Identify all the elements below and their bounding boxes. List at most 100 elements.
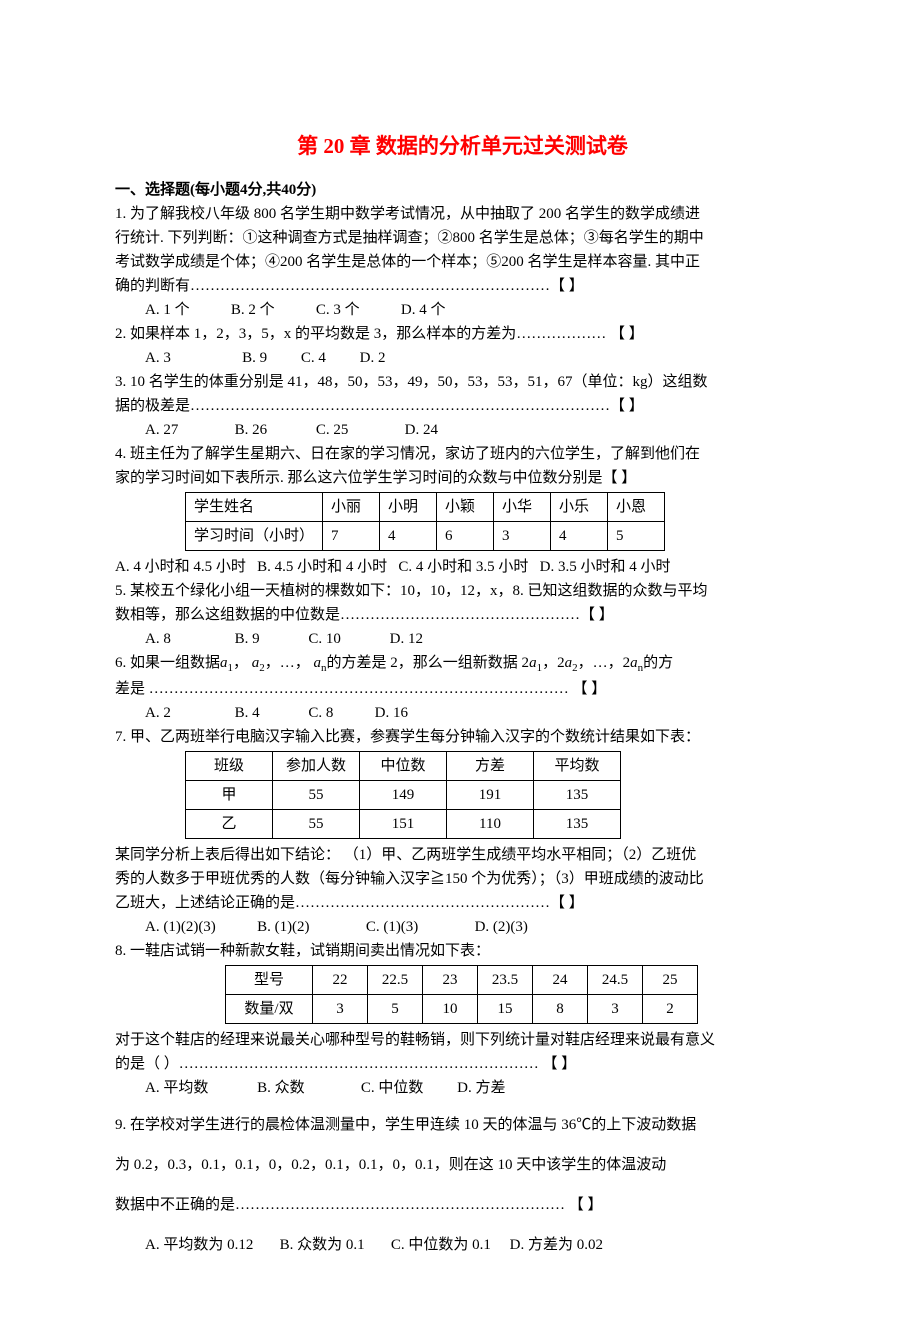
q7-r1-0: 甲 — [186, 781, 273, 810]
q6-m4: ，2 — [542, 655, 565, 671]
q8-r2-c2: 10 — [423, 995, 478, 1024]
q7-after2: 秀的人数多于甲班优秀的人数（每分钟输入汉字≧150 个为优秀）；（3）甲班成绩的… — [115, 867, 810, 891]
q8-opt-b: B. 众数 — [257, 1080, 305, 1096]
q8-r2-c6: 2 — [643, 995, 698, 1024]
q6-stem-line1: 6. 如果一组数据a1， a2，…， an的方差是 2，那么一组新数据 2a1，… — [115, 651, 810, 678]
q4-table: 学生姓名 小丽 小明 小颖 小华 小乐 小恩 学习时间（小时） 7 4 6 3 … — [185, 492, 665, 551]
q6-m3: 的方差是 2，那么一组新数据 2 — [327, 655, 530, 671]
q3-choices: A. 27 B. 26 C. 25 D. 24 — [145, 418, 810, 442]
q1-stem-line3: 考试数学成绩是个体；④200 名学生是总体的一个样本；⑤200 名学生是样本容量… — [115, 250, 810, 274]
q2-choices: A. 3 B. 9 C. 4 D. 2 — [145, 346, 810, 370]
q7-h0: 班级 — [186, 752, 273, 781]
q4-r2-c2: 6 — [437, 521, 494, 550]
q3-opt-a: A. 27 — [145, 422, 178, 438]
q8-r2-c4: 8 — [533, 995, 588, 1024]
q4-r1-c3: 小华 — [494, 492, 551, 521]
q5-opt-c: C. 10 — [308, 631, 341, 647]
q4-r1-h: 学生姓名 — [186, 492, 323, 521]
q6-anb: a — [630, 655, 638, 671]
table-row: 型号 22 22.5 23 23.5 24 24.5 25 — [226, 966, 698, 995]
q7-h4: 平均数 — [534, 752, 621, 781]
q7-r1-4: 135 — [534, 781, 621, 810]
table-row: 数量/双 3 5 10 15 8 3 2 — [226, 995, 698, 1024]
q7-r2-0: 乙 — [186, 810, 273, 839]
q6-m5: ，…，2 — [578, 655, 631, 671]
q8-r1-c5: 24.5 — [588, 966, 643, 995]
q4-r1-c5: 小恩 — [608, 492, 665, 521]
q7-r2-2: 151 — [360, 810, 447, 839]
table-row: 班级 参加人数 中位数 方差 平均数 — [186, 752, 621, 781]
q1-opt-d: D. 4 个 — [401, 302, 446, 318]
q6-opt-b: B. 4 — [235, 705, 260, 721]
q7-h3: 方差 — [447, 752, 534, 781]
q6-choices: A. 2 B. 4 C. 8 D. 16 — [145, 701, 810, 725]
q7-stem: 7. 甲、乙两班举行电脑汉字输入比赛，参赛学生每分钟输入汉字的个数统计结果如下表… — [115, 725, 810, 749]
table-row: 学生姓名 小丽 小明 小颖 小华 小乐 小恩 — [186, 492, 665, 521]
q1-stem-line4: 确的判断有………………………………………………………………【 】 — [115, 274, 810, 298]
table-row: 甲 55 149 191 135 — [186, 781, 621, 810]
q3-stem-line1: 3. 10 名学生的体重分别是 41，48，50，53，49，50，53，53，… — [115, 370, 810, 394]
q3-opt-c: C. 25 — [316, 422, 349, 438]
q6-m6: 的方 — [643, 655, 673, 671]
q9-stem-line1: 9. 在学校对学生进行的晨检体温测量中，学生甲连续 10 天的体温与 36℃的上… — [115, 1110, 810, 1140]
q4-r1-c0: 小丽 — [323, 492, 380, 521]
q4-opt-d: D. 3.5 小时和 4 小时 — [540, 559, 671, 575]
q9-choices: A. 平均数为 0.12 B. 众数为 0.1 C. 中位数为 0.1 D. 方… — [145, 1230, 810, 1260]
q9-opt-d: D. 方差为 0.02 — [510, 1237, 603, 1253]
q7-r1-3: 191 — [447, 781, 534, 810]
q7-opt-d: D. (2)(3) — [475, 919, 528, 935]
q8-opt-c: C. 中位数 — [361, 1080, 424, 1096]
q8-table: 型号 22 22.5 23 23.5 24 24.5 25 数量/双 3 5 1… — [225, 965, 698, 1024]
q9-opt-c: C. 中位数为 0.1 — [391, 1237, 491, 1253]
q1-opt-b: B. 2 个 — [231, 302, 275, 318]
q4-opt-b: B. 4.5 小时和 4 小时 — [257, 559, 387, 575]
q8-after2: 的是（ ）……………………………………………………………… 【 】 — [115, 1052, 810, 1076]
q8-choices: A. 平均数 B. 众数 C. 中位数 D. 方差 — [145, 1076, 810, 1100]
q4-r1-c1: 小明 — [380, 492, 437, 521]
q6-opt-d: D. 16 — [375, 705, 408, 721]
q2-opt-c: C. 4 — [301, 350, 326, 366]
q2-opt-b: B. 9 — [242, 350, 267, 366]
q4-r1-c2: 小颖 — [437, 492, 494, 521]
q7-table: 班级 参加人数 中位数 方差 平均数 甲 55 149 191 135 乙 55… — [185, 751, 621, 839]
q8-r1-c2: 23 — [423, 966, 478, 995]
q8-opt-a: A. 平均数 — [145, 1080, 208, 1096]
q8-r1-c3: 23.5 — [478, 966, 533, 995]
q6-stem-line2: 差是 ………………………………………………………………………… 【 】 — [115, 677, 810, 701]
q7-h1: 参加人数 — [273, 752, 360, 781]
q1-stem-line1: 1. 为了解我校八年级 800 名学生期中数学考试情况，从中抽取了 200 名学… — [115, 202, 810, 226]
q8-r2-c1: 5 — [368, 995, 423, 1024]
q7-after3: 乙班大，上述结论正确的是……………………………………………【 】 — [115, 891, 810, 915]
q2-opt-a: A. 3 — [145, 350, 171, 366]
q1-stem-line2: 行统计. 下列判断：①这种调查方式是抽样调查；②800 名学生是总体；③每名学生… — [115, 226, 810, 250]
q7-r2-1: 55 — [273, 810, 360, 839]
q8-r1-h: 型号 — [226, 966, 313, 995]
q4-stem-line2: 家的学习时间如下表所示. 那么这六位学生学习时间的众数与中位数分别是【 】 — [115, 466, 810, 490]
q3-opt-d: D. 24 — [405, 422, 438, 438]
q7-opt-c: C. (1)(3) — [366, 919, 419, 935]
q5-stem-line2: 数相等，那么这组数据的中位数是…………………………………………【 】 — [115, 603, 810, 627]
q2-opt-d: D. 2 — [360, 350, 386, 366]
q6-a2b: a — [565, 655, 573, 671]
q1-choices: A. 1 个 B. 2 个 C. 3 个 D. 4 个 — [145, 298, 810, 322]
q7-r1-1: 55 — [273, 781, 360, 810]
q7-r2-3: 110 — [447, 810, 534, 839]
q9-stem-line2: 为 0.2，0.3，0.1，0.1，0，0.2，0.1，0.1，0，0.1，则在… — [115, 1150, 810, 1180]
q8-opt-d: D. 方差 — [457, 1080, 505, 1096]
q9-opt-b: B. 众数为 0.1 — [280, 1237, 365, 1253]
q4-r2-c1: 4 — [380, 521, 437, 550]
q4-r2-h: 学习时间（小时） — [186, 521, 323, 550]
q4-r2-c4: 4 — [551, 521, 608, 550]
q7-r1-2: 149 — [360, 781, 447, 810]
q8-r1-c6: 25 — [643, 966, 698, 995]
q6-an: a — [314, 655, 322, 671]
q8-r2-c5: 3 — [588, 995, 643, 1024]
q5-stem-line1: 5. 某校五个绿化小组一天植树的棵数如下：10，10，12，x，8. 已知这组数… — [115, 579, 810, 603]
q8-r2-c0: 3 — [313, 995, 368, 1024]
q5-opt-d: D. 12 — [390, 631, 423, 647]
q3-stem-line2: 据的极差是…………………………………………………………………………【 】 — [115, 394, 810, 418]
exam-page: 第 20 章 数据的分析单元过关测试卷 一、选择题(每小题4分,共40分) 1.… — [0, 0, 920, 1320]
q6-opt-a: A. 2 — [145, 705, 171, 721]
q8-r2-h: 数量/双 — [226, 995, 313, 1024]
table-row: 学习时间（小时） 7 4 6 3 4 5 — [186, 521, 665, 550]
